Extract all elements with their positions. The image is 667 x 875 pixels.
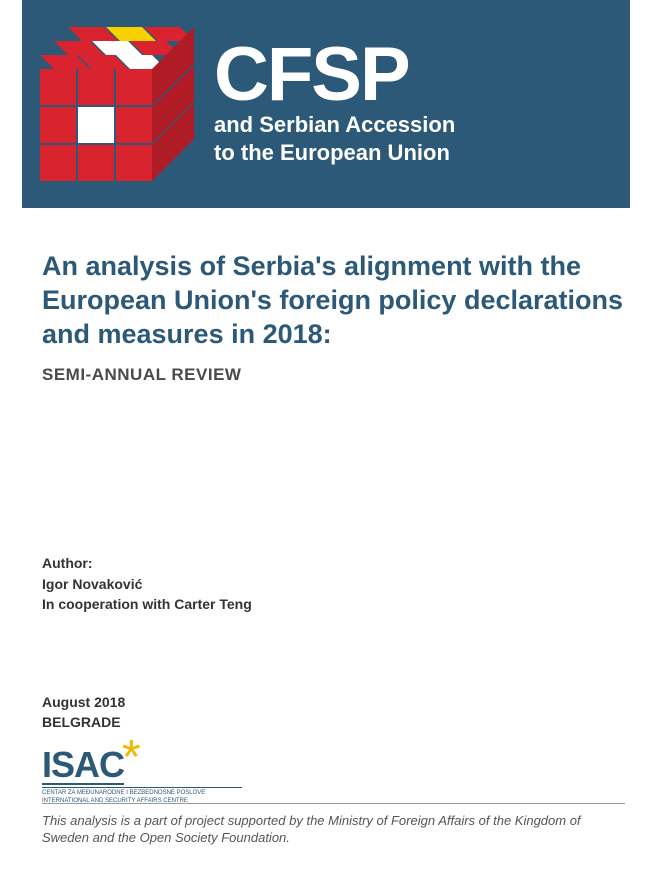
publication-date: August 2018 <box>42 692 625 712</box>
author-label: Author: <box>42 553 625 573</box>
footer-disclaimer: This analysis is a part of project suppo… <box>42 803 625 847</box>
banner-subtitle-2: to the European Union <box>214 140 455 166</box>
page-content: An analysis of Serbia's alignment with t… <box>0 208 667 805</box>
publication-city: BELGRADE <box>42 712 625 732</box>
author-name: Igor Novaković <box>42 574 625 594</box>
isac-logo: ISAC * CENTAR ZA MEĐUNARODNE I BEZBEDNOS… <box>42 747 625 806</box>
rubiks-cube-icon <box>40 27 194 181</box>
date-block: August 2018 BELGRADE <box>42 692 625 733</box>
banner-title: CFSP <box>214 41 455 109</box>
banner-text-block: CFSP and Serbian Accession to the Europe… <box>214 41 455 166</box>
isac-name: ISAC <box>42 747 124 785</box>
review-label: SEMI-ANNUAL REVIEW <box>42 365 625 385</box>
star-icon: * <box>122 741 141 775</box>
isac-tagline-sr: CENTAR ZA MEĐUNARODNE I BEZBEDNOSNE POSL… <box>42 790 242 798</box>
author-block: Author: Igor Novaković In cooperation wi… <box>42 553 625 614</box>
author-cooperation: In cooperation with Carter Teng <box>42 594 625 614</box>
banner-subtitle-1: and Serbian Accession <box>214 112 455 138</box>
header-banner: CFSP and Serbian Accession to the Europe… <box>22 0 630 208</box>
document-title: An analysis of Serbia's alignment with t… <box>42 250 625 351</box>
